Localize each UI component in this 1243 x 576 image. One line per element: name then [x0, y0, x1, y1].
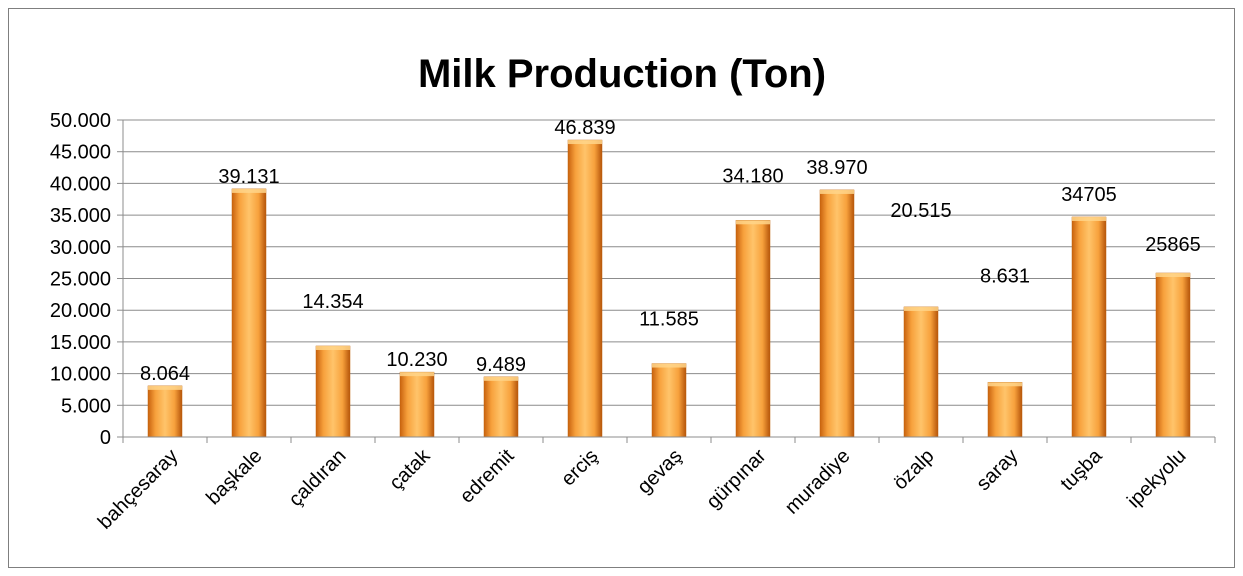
- bar-top-highlight: [652, 363, 686, 368]
- bar-top-highlight: [1072, 216, 1106, 221]
- data-label: 14.354: [302, 291, 363, 313]
- x-tick-label: gürpınar: [702, 445, 770, 513]
- y-tick-label: 50.000: [50, 110, 111, 132]
- bar-erciş: [567, 139, 603, 438]
- bar-top-highlight: [568, 140, 602, 145]
- bar-bahçesaray: [147, 385, 183, 438]
- bars: [147, 139, 1191, 438]
- y-tick-label: 5.000: [61, 395, 111, 417]
- bar-ipekyolu: [1155, 272, 1191, 438]
- y-tick-label: 20.000: [50, 300, 111, 322]
- y-tick-label: 45.000: [50, 142, 111, 164]
- x-tick-label: gevaş: [633, 445, 686, 498]
- bar-top-highlight: [820, 189, 854, 194]
- bar-gürpınar: [735, 220, 771, 438]
- bar-özalp: [903, 306, 939, 438]
- data-label: 20.515: [890, 200, 951, 222]
- bar-gevaş: [651, 363, 687, 438]
- bar-chart: Milk Production (Ton) 0 5.000 10.000 15.000…: [50, 52, 1216, 534]
- y-tick-label: 0: [100, 427, 111, 449]
- bar-edremit: [483, 376, 519, 438]
- data-label: 25865: [1145, 234, 1201, 256]
- bar-top-highlight: [484, 376, 518, 381]
- y-tick-label: 10.000: [50, 364, 111, 386]
- bar-top-highlight: [904, 306, 938, 311]
- bar-top-highlight: [400, 372, 434, 377]
- bar-başkale: [231, 188, 267, 438]
- data-label: 9.489: [476, 354, 526, 376]
- x-tick-label: çaldıran: [285, 445, 351, 511]
- x-tick-label: saray: [972, 445, 1022, 495]
- data-label: 46.839: [554, 117, 615, 139]
- bar-top-highlight: [1156, 273, 1190, 278]
- gridlines: [123, 119, 1215, 406]
- data-label: 38.970: [806, 157, 867, 179]
- y-tick-label: 15.000: [50, 332, 111, 354]
- x-tick-label: tuşba: [1056, 444, 1107, 495]
- y-tick-label: 35.000: [50, 205, 111, 227]
- x-tick-label: bahçesaray: [94, 445, 183, 534]
- y-tick-label: 25.000: [50, 269, 111, 291]
- x-tick-label: başkale: [202, 445, 266, 509]
- y-tick-label: 30.000: [50, 237, 111, 259]
- bar-muradiye: [819, 189, 855, 438]
- data-label: 34705: [1061, 184, 1117, 206]
- data-label: 8.064: [140, 363, 190, 385]
- x-tick-label: ipekyolu: [1123, 445, 1190, 512]
- data-label: 10.230: [386, 349, 447, 371]
- x-tick-label: muradiye: [781, 445, 855, 519]
- y-tick-label: 40.000: [50, 173, 111, 195]
- bar-top-highlight: [148, 385, 182, 390]
- bar-top-highlight: [988, 382, 1022, 387]
- x-tick-label: erciş: [557, 445, 602, 490]
- data-label: 8.631: [980, 265, 1030, 287]
- data-label: 39.131: [218, 166, 279, 188]
- bar-saray: [987, 382, 1023, 438]
- bar-top-highlight: [316, 345, 350, 350]
- bar-tuşba: [1071, 216, 1107, 438]
- bar-top-highlight: [232, 188, 266, 193]
- x-tick-label: çatak: [385, 444, 435, 494]
- x-tick-label: edremit: [456, 445, 519, 508]
- bar-top-highlight: [736, 220, 770, 225]
- bar-çaldıran: [315, 345, 351, 438]
- chart-title: Milk Production (Ton): [418, 52, 826, 96]
- data-labels: 8.064 39.131 14.354 10.230 9.489 46.839 11.585…: [140, 117, 1201, 385]
- bar-çatak: [399, 371, 435, 438]
- chart-frame: Milk Production (Ton) 0 5.000 10.000 15.000…: [8, 8, 1235, 568]
- data-label: 11.585: [639, 309, 699, 331]
- data-label: 34.180: [722, 165, 783, 187]
- x-tick-label: özalp: [889, 445, 938, 494]
